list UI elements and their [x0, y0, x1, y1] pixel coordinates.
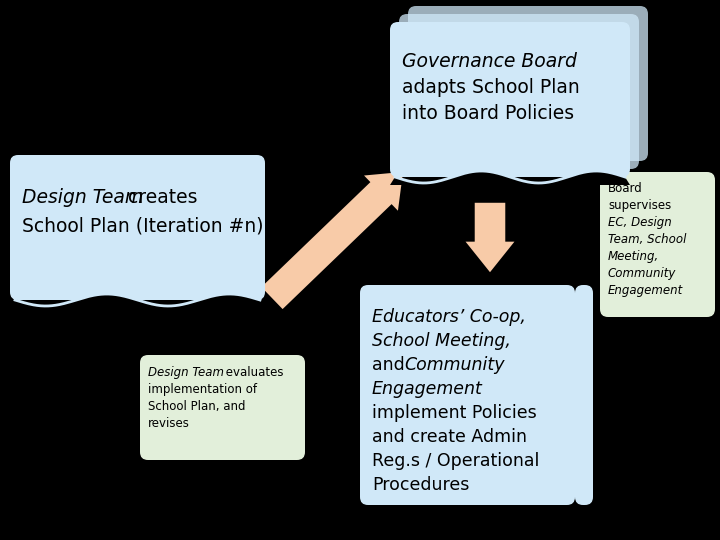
Text: School Meeting,: School Meeting,	[372, 332, 511, 350]
Polygon shape	[10, 294, 265, 308]
Text: revises: revises	[148, 417, 190, 430]
FancyBboxPatch shape	[390, 22, 630, 177]
Text: Design Team: Design Team	[148, 366, 224, 379]
Text: evaluates: evaluates	[222, 366, 284, 379]
Text: EC, Design: EC, Design	[608, 216, 672, 229]
FancyBboxPatch shape	[399, 14, 639, 169]
FancyBboxPatch shape	[10, 155, 265, 300]
Text: Meeting,: Meeting,	[608, 250, 660, 263]
FancyArrowPatch shape	[466, 203, 515, 272]
Text: Procedures: Procedures	[372, 476, 469, 494]
Text: Governance Board: Governance Board	[402, 52, 577, 71]
FancyBboxPatch shape	[600, 172, 715, 317]
Text: supervises: supervises	[608, 199, 671, 212]
Text: creates: creates	[122, 188, 197, 207]
Text: Community: Community	[608, 267, 676, 280]
Text: and create Admin: and create Admin	[372, 428, 527, 446]
FancyBboxPatch shape	[140, 355, 305, 460]
Text: Community: Community	[404, 356, 505, 374]
Text: and: and	[372, 356, 410, 374]
Text: Team, School: Team, School	[608, 233, 686, 246]
Text: Board: Board	[608, 182, 643, 195]
Text: adapts School Plan: adapts School Plan	[402, 78, 580, 97]
Text: Educators’ Co-op,: Educators’ Co-op,	[372, 308, 526, 326]
FancyBboxPatch shape	[360, 285, 575, 505]
FancyBboxPatch shape	[575, 285, 593, 505]
Text: implement Policies: implement Policies	[372, 404, 536, 422]
Text: Design Team: Design Team	[22, 188, 143, 207]
Text: Engagement: Engagement	[372, 380, 483, 398]
Polygon shape	[390, 171, 630, 185]
FancyArrowPatch shape	[261, 172, 403, 309]
Text: implementation of: implementation of	[148, 383, 257, 396]
Text: School Plan, and: School Plan, and	[148, 400, 246, 413]
Text: into Board Policies: into Board Policies	[402, 104, 574, 123]
Text: Reg.s / Operational: Reg.s / Operational	[372, 452, 539, 470]
FancyBboxPatch shape	[408, 6, 648, 161]
Text: Engagement: Engagement	[608, 284, 683, 297]
Text: School Plan (Iteration #n): School Plan (Iteration #n)	[22, 216, 264, 235]
